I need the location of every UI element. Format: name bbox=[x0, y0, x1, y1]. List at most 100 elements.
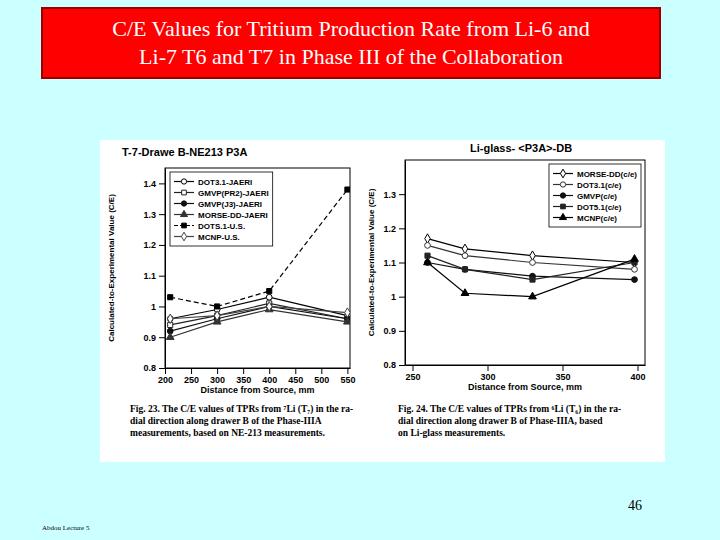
y-axis-title: Calculated-to-Experimental Value (C/E) bbox=[107, 194, 116, 342]
chart: 2503003504000.80.911.11.21.3Li-glass- <P… bbox=[367, 142, 646, 438]
y-tick-label: 1 bbox=[391, 292, 396, 302]
figure-panel bbox=[100, 140, 665, 462]
x-tick: 350 bbox=[555, 365, 570, 382]
legend-box bbox=[170, 172, 273, 246]
series-line bbox=[428, 239, 635, 263]
x-axis-line bbox=[406, 365, 646, 366]
data-point bbox=[214, 311, 219, 320]
y-tick: 1.4 bbox=[143, 179, 165, 189]
y-axis-title: Calculated-to-Experimental Value (C/E) bbox=[367, 188, 376, 336]
x-tick: 500 bbox=[314, 368, 329, 385]
background bbox=[0, 0, 720, 540]
y-axis-line bbox=[405, 161, 406, 366]
legend-marker bbox=[560, 193, 565, 198]
x-tick: 400 bbox=[262, 368, 277, 385]
slide-title: C/E Values for Tritium Production Rate f… bbox=[112, 16, 589, 41]
legend-label: MCNP-U.S. bbox=[198, 233, 240, 242]
y-tick-mark bbox=[159, 306, 165, 307]
legend-marker bbox=[559, 213, 566, 219]
y-tick: 0.9 bbox=[383, 326, 405, 336]
footer: Abdou Lecture 5 bbox=[42, 524, 90, 532]
y-tick: 0.8 bbox=[383, 360, 405, 370]
y-tick-label: 0.8 bbox=[143, 363, 156, 373]
series-line bbox=[428, 259, 635, 297]
y-tick-mark bbox=[399, 331, 405, 332]
y-axis-line bbox=[165, 169, 166, 369]
figure-caption: on Li-glass measurements. bbox=[398, 428, 505, 438]
legend-marker bbox=[182, 190, 187, 195]
y-axis: 0.80.911.11.21.31.4 bbox=[143, 169, 165, 374]
y-tick-mark bbox=[399, 263, 405, 264]
x-tick: 200 bbox=[158, 368, 173, 385]
x-tick-label: 400 bbox=[262, 375, 277, 385]
y-tick: 1 bbox=[391, 292, 405, 302]
data-point bbox=[168, 295, 173, 300]
x-tick-mark bbox=[295, 368, 296, 374]
data-point bbox=[266, 294, 272, 300]
legend: MORSE-DD(c/e)DOT3.1(c/e)GMVP(c/e)DOT5.1(… bbox=[549, 164, 641, 227]
y-tick-label: 1.4 bbox=[143, 179, 156, 189]
x-axis: 250300350400 bbox=[405, 365, 645, 382]
y-tick-mark bbox=[159, 337, 165, 338]
figure-caption: Fig. 23. The C/E values of TPRs from ⁷Li… bbox=[130, 404, 353, 415]
data-point bbox=[632, 266, 638, 272]
data-point bbox=[425, 234, 430, 243]
y-tick: 1.3 bbox=[383, 190, 405, 200]
x-tick-mark bbox=[269, 368, 270, 374]
x-tick: 300 bbox=[210, 368, 225, 385]
figure-caption: dial direction along drawer B of Phase-I… bbox=[398, 416, 603, 426]
series-line bbox=[170, 306, 347, 318]
x-tick-mark bbox=[243, 368, 244, 374]
legend-marker bbox=[181, 179, 186, 184]
x-tick-mark bbox=[321, 368, 322, 374]
legend-label: DOT3.1(c/e) bbox=[577, 181, 622, 190]
x-tick: 250 bbox=[184, 368, 199, 385]
y-tick: 1.1 bbox=[143, 271, 165, 281]
y-tick: 0.8 bbox=[143, 363, 165, 373]
legend: DOT3.1-JAERIGMVP(PR2)-JAERIGMVP(J3)-JAER… bbox=[170, 172, 273, 246]
x-tick-mark bbox=[165, 368, 166, 374]
legend-label: GMVP(J3)-JAERI bbox=[198, 200, 262, 209]
legend-label: MORSE-DD-JAERI bbox=[198, 211, 268, 220]
x-tick-label: 300 bbox=[480, 372, 495, 382]
legend-marker bbox=[182, 223, 187, 228]
legend-marker bbox=[181, 201, 186, 206]
slide: C/E Values for Tritium Production Rate f… bbox=[0, 0, 720, 540]
data-point bbox=[462, 266, 468, 272]
figure-caption: dial direction along drawer B of the Pha… bbox=[130, 416, 322, 426]
chart-title: T-7-Drawe B-NE213 P3A bbox=[122, 146, 247, 158]
x-tick-mark bbox=[638, 365, 639, 371]
data-point bbox=[632, 277, 638, 283]
y-tick-mark bbox=[159, 368, 165, 369]
legend-label: GMVP(c/e) bbox=[577, 192, 617, 201]
x-tick: 250 bbox=[405, 365, 420, 382]
data-point bbox=[215, 304, 220, 309]
y-tick-mark bbox=[399, 365, 405, 366]
x-tick-label: 250 bbox=[405, 372, 420, 382]
plot-frame bbox=[165, 168, 350, 368]
y-tick-label: 1.3 bbox=[143, 210, 156, 220]
x-tick-mark bbox=[488, 365, 489, 371]
x-tick: 300 bbox=[480, 365, 495, 382]
title-box bbox=[42, 8, 660, 78]
legend-label: MORSE-DD(c/e) bbox=[577, 170, 637, 179]
data-point bbox=[345, 187, 350, 192]
x-tick-mark bbox=[563, 365, 564, 371]
x-tick: 450 bbox=[288, 368, 303, 385]
y-tick-label: 0.9 bbox=[383, 326, 396, 336]
x-tick-mark bbox=[347, 368, 348, 374]
y-tick-mark bbox=[159, 245, 165, 246]
legend-label: DOTS.1-U.S. bbox=[198, 222, 245, 231]
y-tick: 1.3 bbox=[143, 210, 165, 220]
y-tick-label: 1.2 bbox=[383, 224, 396, 234]
series-line bbox=[170, 310, 347, 338]
legend-marker bbox=[560, 169, 565, 178]
x-tick-label: 350 bbox=[236, 375, 251, 385]
y-tick-mark bbox=[399, 228, 405, 229]
data-point bbox=[461, 289, 469, 296]
legend-marker bbox=[561, 204, 566, 209]
y-tick-mark bbox=[399, 297, 405, 298]
y-tick-mark bbox=[159, 183, 165, 184]
x-tick-mark bbox=[413, 365, 414, 371]
y-tick: 1.2 bbox=[383, 224, 405, 234]
